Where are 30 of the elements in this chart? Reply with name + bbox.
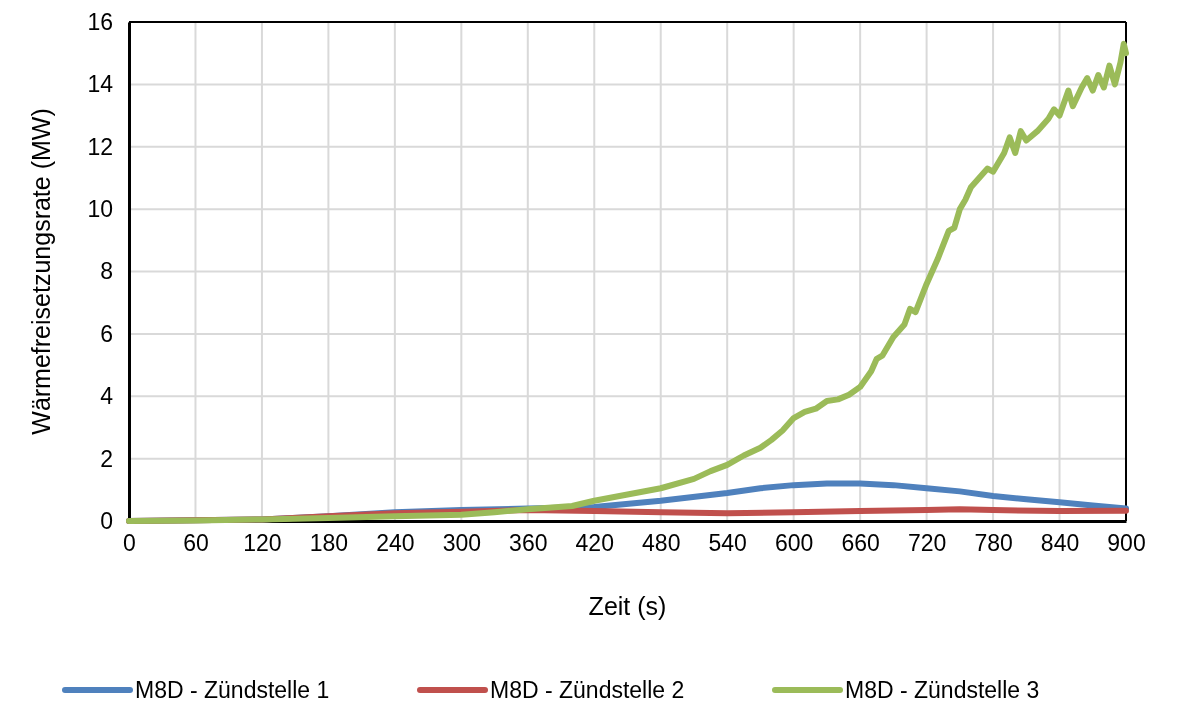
x-tick-label: 120 — [243, 530, 282, 557]
x-tick-label: 240 — [376, 530, 415, 557]
x-tick-label: 720 — [907, 530, 947, 557]
y-tick-label: 14 — [87, 71, 114, 98]
x-tick-label: 600 — [774, 530, 814, 557]
y-tick-label: 0 — [100, 507, 113, 534]
legend-label: M8D - Zündstelle 2 — [490, 677, 685, 703]
x-tick-label: 780 — [974, 530, 1013, 557]
x-tick-label: 300 — [442, 530, 482, 557]
x-tick-label: 420 — [575, 530, 614, 557]
y-tick-label: 2 — [100, 445, 113, 472]
x-axis-title: Zeit (s) — [588, 592, 667, 620]
legend-label: M8D - Zündstelle 3 — [845, 677, 1040, 703]
x-tick-label: 180 — [309, 530, 349, 557]
y-axis-title: Wärmefreisetzungsrate (MW) — [27, 108, 55, 435]
x-tick-label: 900 — [1107, 530, 1146, 557]
y-tick-label: 8 — [100, 258, 113, 285]
y-tick-label: 16 — [87, 8, 113, 35]
x-tick-label: 540 — [708, 530, 747, 557]
x-tick-label: 60 — [183, 530, 209, 557]
y-tick-label: 6 — [100, 320, 113, 347]
x-tick-label: 0 — [123, 530, 136, 557]
legend-label: M8D - Zündstelle 1 — [135, 677, 330, 703]
y-tick-label: 12 — [87, 133, 113, 160]
y-tick-label: 4 — [100, 383, 114, 410]
y-tick-label: 10 — [87, 195, 113, 222]
x-tick-label: 360 — [509, 530, 548, 557]
x-tick-label: 480 — [642, 530, 681, 557]
x-tick-label: 840 — [1040, 530, 1080, 557]
x-tick-label: 660 — [841, 530, 880, 557]
